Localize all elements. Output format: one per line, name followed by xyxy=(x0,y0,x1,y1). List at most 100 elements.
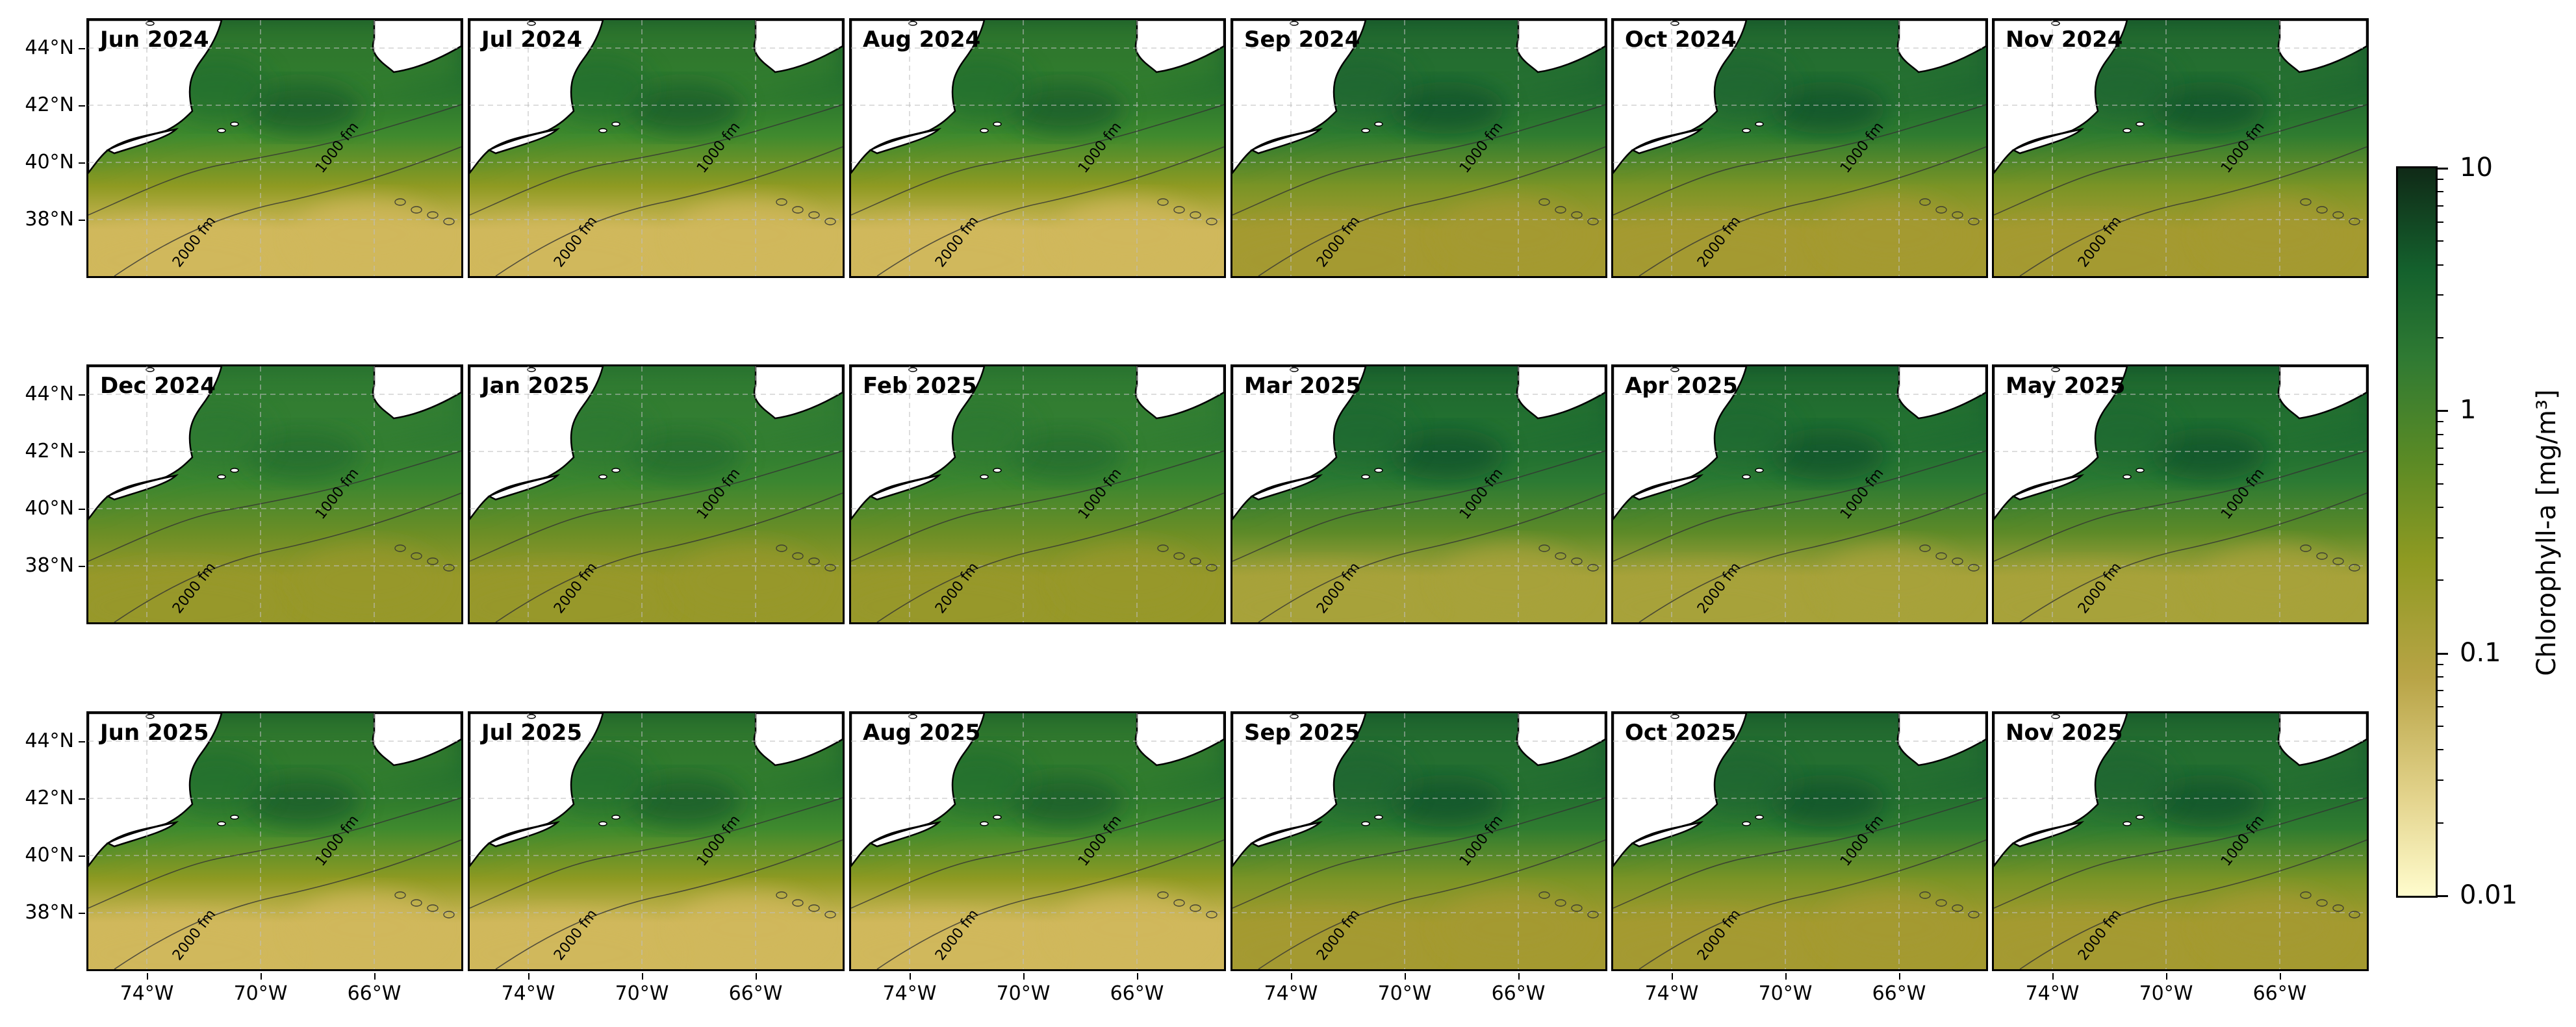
map-panel: Mar 2025 1000 fm 2000 fm xyxy=(1231,364,1607,624)
map-panel: Jul 2024 1000 fm 2000 fm xyxy=(468,18,845,278)
longitude-tick xyxy=(642,973,643,980)
chlorophyll-map xyxy=(470,366,843,622)
longitude-tick xyxy=(147,973,148,980)
colorbar-minor-tick xyxy=(2438,421,2443,423)
map-panel: Nov 2024 1000 fm 2000 fm xyxy=(1992,18,2369,278)
longitude-tick-label: 74°W xyxy=(1644,982,1699,1005)
latitude-tick xyxy=(79,105,85,107)
longitude-tick xyxy=(2166,973,2167,980)
map-panel: Feb 2025 1000 fm 2000 fm xyxy=(849,364,1226,624)
colorbar-major-tick xyxy=(2438,895,2448,897)
map-panel: Jun 2024 1000 fm 2000 fm xyxy=(86,18,463,278)
map-panel: Sep 2024 1000 fm 2000 fm xyxy=(1231,18,1607,278)
colorbar-minor-tick xyxy=(2438,464,2443,466)
longitude-tick xyxy=(2280,973,2281,980)
colorbar-major-tick xyxy=(2438,410,2448,412)
panel-title: Sep 2024 xyxy=(1244,27,1360,53)
longitude-tick xyxy=(1785,973,1787,980)
map-panel: Sep 2025 1000 fm 2000 fm xyxy=(1231,711,1607,971)
map-panel: Jul 2025 1000 fm 2000 fm xyxy=(468,711,845,971)
chlorophyll-map xyxy=(851,20,1224,276)
longitude-tick xyxy=(1137,973,1138,980)
colorbar-tick-label: 10 xyxy=(2460,153,2493,183)
chlorophyll-map xyxy=(1994,713,2367,969)
latitude-tick-label: 44°N xyxy=(25,383,74,405)
chlorophyll-map xyxy=(88,20,461,276)
latitude-tick xyxy=(79,394,85,396)
longitude-tick-label: 70°W xyxy=(615,982,669,1005)
colorbar-minor-tick xyxy=(2438,676,2443,678)
longitude-tick-label: 70°W xyxy=(1377,982,1432,1005)
longitude-tick-label: 66°W xyxy=(1110,982,1164,1005)
longitude-tick-label: 74°W xyxy=(120,982,174,1005)
panel-title: Dec 2024 xyxy=(100,373,216,399)
chlorophyll-map xyxy=(1232,713,1605,969)
colorbar-gradient xyxy=(2398,168,2436,896)
colorbar-minor-tick xyxy=(2438,822,2443,824)
latitude-tick-label: 38°N xyxy=(25,208,74,231)
panel-title: Jul 2024 xyxy=(481,27,582,53)
latitude-tick xyxy=(79,509,85,510)
map-panel: Aug 2025 1000 fm 2000 fm xyxy=(849,711,1226,971)
chlorophyll-map xyxy=(1613,713,1986,969)
longitude-tick xyxy=(1672,973,1673,980)
panel-title: Feb 2025 xyxy=(863,373,977,399)
longitude-tick-label: 74°W xyxy=(501,982,555,1005)
colorbar-minor-tick xyxy=(2438,579,2443,581)
longitude-tick-label: 74°W xyxy=(2025,982,2080,1005)
panel-title: Oct 2025 xyxy=(1625,720,1737,746)
panel-title: Jan 2025 xyxy=(481,373,590,399)
colorbar-minor-tick xyxy=(2438,726,2443,728)
longitude-tick-label: 74°W xyxy=(1264,982,1318,1005)
chlorophyll-map xyxy=(1232,20,1605,276)
colorbar-minor-tick xyxy=(2438,191,2443,193)
map-panel: Apr 2025 1000 fm 2000 fm xyxy=(1611,364,1988,624)
latitude-tick-label: 42°N xyxy=(25,440,74,463)
colorbar-minor-tick xyxy=(2438,690,2443,692)
longitude-tick-label: 70°W xyxy=(1758,982,1813,1005)
colorbar-minor-tick xyxy=(2438,205,2443,207)
longitude-tick xyxy=(2052,973,2054,980)
latitude-tick-label: 42°N xyxy=(25,94,74,116)
chlorophyll-map xyxy=(470,713,843,969)
colorbar-major-tick xyxy=(2438,168,2448,170)
chlorophyll-map xyxy=(851,366,1224,622)
latitude-tick xyxy=(79,856,85,857)
longitude-tick-label: 74°W xyxy=(882,982,937,1005)
colorbar-minor-tick xyxy=(2438,448,2443,450)
latitude-tick-label: 40°N xyxy=(25,151,74,173)
colorbar-minor-tick xyxy=(2438,663,2443,665)
colorbar-minor-tick xyxy=(2438,294,2443,296)
latitude-tick xyxy=(79,451,85,453)
latitude-tick xyxy=(79,913,85,914)
latitude-tick-label: 38°N xyxy=(25,554,74,577)
latitude-tick-label: 42°N xyxy=(25,787,74,809)
map-panel: Oct 2024 1000 fm 2000 fm xyxy=(1611,18,1988,278)
colorbar-minor-tick xyxy=(2438,779,2443,781)
longitude-tick xyxy=(261,973,262,980)
colorbar-label: Chlorophyll-a [mg/m³] xyxy=(2532,389,2562,676)
map-panel: Jan 2025 1000 fm 2000 fm xyxy=(468,364,845,624)
longitude-tick-label: 66°W xyxy=(1491,982,1546,1005)
latitude-tick-label: 40°N xyxy=(25,497,74,520)
longitude-tick-label: 70°W xyxy=(996,982,1051,1005)
map-panel: Oct 2025 1000 fm 2000 fm xyxy=(1611,711,1988,971)
panel-title: May 2025 xyxy=(2006,373,2126,399)
panel-title: Apr 2025 xyxy=(1625,373,1738,399)
panel-title: Jul 2025 xyxy=(481,720,582,746)
panel-title: Jun 2024 xyxy=(100,27,209,53)
colorbar xyxy=(2396,166,2438,898)
chlorophyll-map xyxy=(1994,20,2367,276)
chlorophyll-map xyxy=(851,713,1224,969)
longitude-tick-label: 70°W xyxy=(2139,982,2193,1005)
colorbar-minor-tick xyxy=(2438,706,2443,708)
chlorophyll-map xyxy=(470,20,843,276)
chlorophyll-map xyxy=(88,366,461,622)
longitude-tick xyxy=(910,973,911,980)
panel-title: Sep 2025 xyxy=(1244,720,1360,746)
map-panel: Aug 2024 1000 fm 2000 fm xyxy=(849,18,1226,278)
longitude-tick-label: 66°W xyxy=(347,982,402,1005)
chlorophyll-map xyxy=(1613,366,1986,622)
latitude-tick xyxy=(79,566,85,567)
chlorophyll-map xyxy=(1994,366,2367,622)
